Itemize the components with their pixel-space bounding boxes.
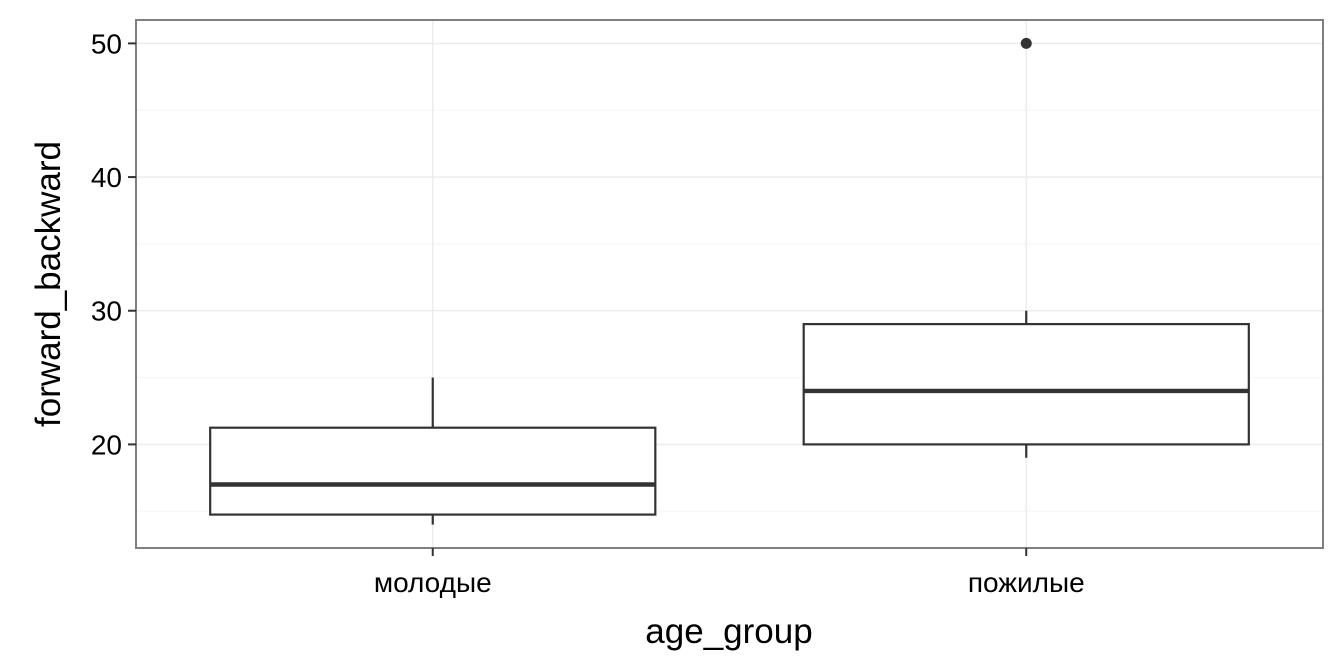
box-series — [209, 37, 1250, 525]
box-group — [209, 377, 657, 525]
box-group — [802, 37, 1250, 458]
y-axis-title: forward_backward — [29, 141, 68, 427]
y-tick-label: 30 — [91, 296, 122, 327]
x-tick-label: молодые — [374, 567, 492, 598]
x-axis-title: age_group — [645, 612, 812, 651]
box-iqr — [802, 323, 1250, 446]
box-iqr — [209, 426, 657, 516]
axes: 20 30 40 50 молодые пожилые — [91, 28, 1085, 598]
y-tick-label: 50 — [91, 28, 122, 59]
x-tick-label: пожилые — [968, 567, 1085, 598]
outlier-point — [1020, 37, 1032, 49]
y-tick-label: 20 — [91, 429, 122, 460]
y-tick-label: 40 — [91, 162, 122, 193]
panel-border — [135, 19, 1324, 549]
